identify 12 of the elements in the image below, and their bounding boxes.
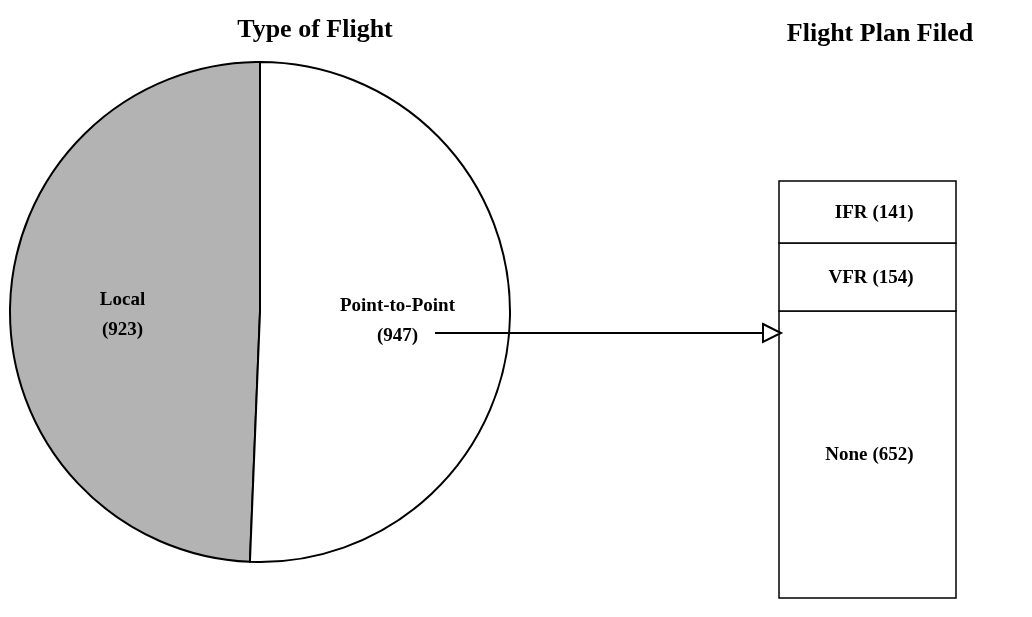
chart-title: Type of Flight <box>236 14 394 44</box>
data-label: (141) <box>872 201 914 224</box>
data-label: (154) <box>872 265 914 288</box>
data-label: (947) <box>376 323 419 346</box>
series-label: None <box>825 443 868 465</box>
slice-label: Point-to-Point <box>339 293 456 315</box>
series-label: VFR <box>828 265 868 287</box>
chart-title: Flight Plan Filed <box>785 18 975 48</box>
data-label: (923) <box>101 318 144 341</box>
slice-label: Local <box>99 288 146 310</box>
series-label: IFR <box>834 201 868 223</box>
data-label: (652) <box>872 443 914 466</box>
